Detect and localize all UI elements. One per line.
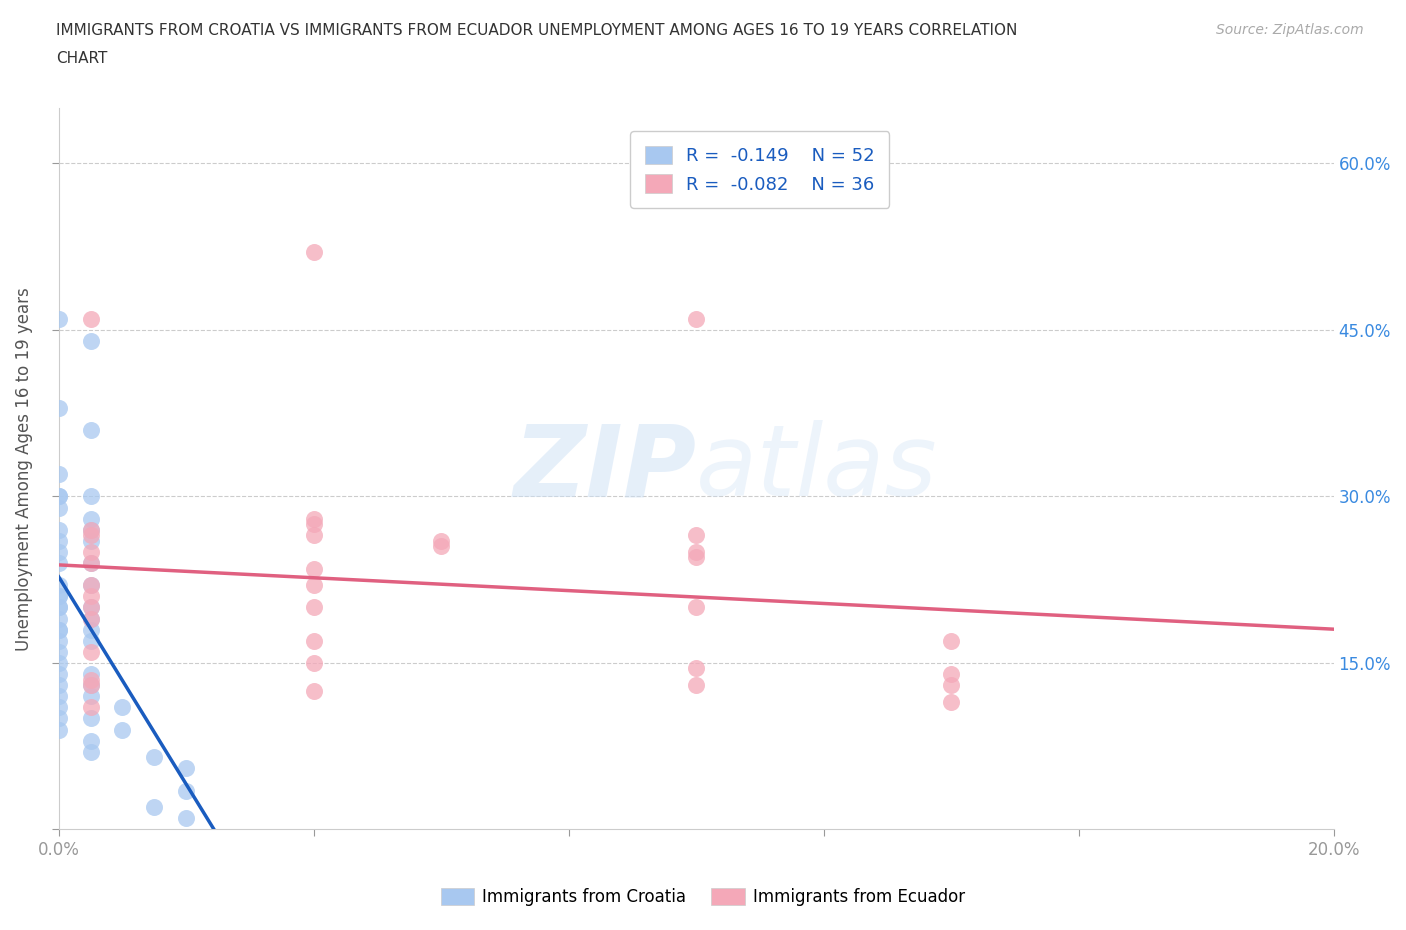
Point xyxy=(79,600,101,615)
Point xyxy=(48,689,70,704)
Point xyxy=(302,512,325,526)
Point xyxy=(79,711,101,725)
Point xyxy=(48,400,70,415)
Point xyxy=(79,589,101,604)
Point xyxy=(48,678,70,693)
Text: atlas: atlas xyxy=(696,420,938,517)
Point xyxy=(79,422,101,437)
Point xyxy=(79,523,101,538)
Point xyxy=(79,544,101,559)
Text: CHART: CHART xyxy=(56,51,108,66)
Point xyxy=(48,523,70,538)
Point xyxy=(174,783,197,798)
Point xyxy=(111,722,134,737)
Point xyxy=(48,589,70,604)
Point xyxy=(79,611,101,626)
Point xyxy=(79,672,101,687)
Point xyxy=(48,644,70,659)
Point xyxy=(48,500,70,515)
Point xyxy=(939,695,962,710)
Point xyxy=(48,667,70,682)
Point xyxy=(48,600,70,615)
Point xyxy=(302,600,325,615)
Point xyxy=(48,633,70,648)
Point xyxy=(79,689,101,704)
Point xyxy=(174,761,197,776)
Text: ZIP: ZIP xyxy=(513,420,696,517)
Point xyxy=(302,245,325,259)
Point xyxy=(79,578,101,592)
Point xyxy=(48,489,70,504)
Point xyxy=(79,600,101,615)
Legend: Immigrants from Croatia, Immigrants from Ecuador: Immigrants from Croatia, Immigrants from… xyxy=(434,881,972,912)
Point xyxy=(79,512,101,526)
Point xyxy=(685,528,707,543)
Point xyxy=(939,633,962,648)
Point xyxy=(302,578,325,592)
Point xyxy=(79,534,101,549)
Point xyxy=(302,656,325,671)
Point xyxy=(174,811,197,826)
Point xyxy=(79,633,101,648)
Point xyxy=(79,733,101,748)
Point xyxy=(79,555,101,570)
Point xyxy=(143,750,166,764)
Point xyxy=(79,678,101,693)
Point xyxy=(48,555,70,570)
Point xyxy=(79,700,101,715)
Point xyxy=(79,611,101,626)
Point xyxy=(48,611,70,626)
Point xyxy=(685,661,707,676)
Point xyxy=(48,534,70,549)
Point xyxy=(939,678,962,693)
Point xyxy=(302,561,325,576)
Point xyxy=(48,312,70,326)
Legend: R =  -0.149    N = 52, R =  -0.082    N = 36: R = -0.149 N = 52, R = -0.082 N = 36 xyxy=(630,131,890,208)
Point xyxy=(48,489,70,504)
Point xyxy=(79,678,101,693)
Text: Source: ZipAtlas.com: Source: ZipAtlas.com xyxy=(1216,23,1364,37)
Point xyxy=(79,528,101,543)
Point xyxy=(79,744,101,759)
Point xyxy=(48,544,70,559)
Y-axis label: Unemployment Among Ages 16 to 19 years: Unemployment Among Ages 16 to 19 years xyxy=(15,286,32,651)
Point xyxy=(48,622,70,637)
Point xyxy=(79,622,101,637)
Point xyxy=(48,622,70,637)
Point xyxy=(48,589,70,604)
Text: IMMIGRANTS FROM CROATIA VS IMMIGRANTS FROM ECUADOR UNEMPLOYMENT AMONG AGES 16 TO: IMMIGRANTS FROM CROATIA VS IMMIGRANTS FR… xyxy=(56,23,1018,38)
Point xyxy=(79,523,101,538)
Point xyxy=(685,600,707,615)
Point xyxy=(111,700,134,715)
Point xyxy=(430,534,453,549)
Point xyxy=(302,684,325,698)
Point xyxy=(430,539,453,554)
Point xyxy=(685,544,707,559)
Point xyxy=(685,550,707,565)
Point xyxy=(48,722,70,737)
Point xyxy=(48,700,70,715)
Point xyxy=(48,656,70,671)
Point xyxy=(79,312,101,326)
Point xyxy=(79,644,101,659)
Point xyxy=(302,633,325,648)
Point xyxy=(79,334,101,349)
Point xyxy=(79,667,101,682)
Point xyxy=(685,312,707,326)
Point xyxy=(79,555,101,570)
Point xyxy=(48,711,70,725)
Point xyxy=(302,517,325,532)
Point xyxy=(939,667,962,682)
Point xyxy=(48,578,70,592)
Point xyxy=(685,678,707,693)
Point xyxy=(302,528,325,543)
Point xyxy=(48,600,70,615)
Point xyxy=(48,467,70,482)
Point xyxy=(143,800,166,815)
Point xyxy=(79,489,101,504)
Point xyxy=(79,578,101,592)
